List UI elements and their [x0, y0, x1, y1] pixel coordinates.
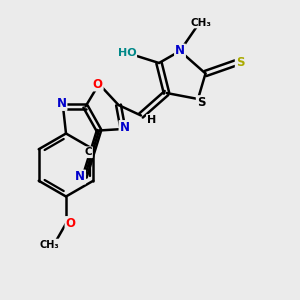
- Text: N: N: [75, 170, 85, 184]
- Text: HO: HO: [118, 47, 136, 58]
- Text: N: N: [119, 121, 130, 134]
- Text: S: S: [197, 96, 205, 109]
- Text: H: H: [147, 115, 156, 125]
- Text: O: O: [92, 76, 103, 89]
- Text: O: O: [65, 217, 76, 230]
- Text: O: O: [92, 77, 103, 91]
- Text: CH₃: CH₃: [190, 17, 212, 28]
- Text: S: S: [236, 56, 244, 70]
- Text: N: N: [56, 97, 67, 110]
- Text: N: N: [175, 44, 185, 58]
- Text: C: C: [84, 147, 92, 157]
- Text: CH₃: CH₃: [40, 239, 59, 250]
